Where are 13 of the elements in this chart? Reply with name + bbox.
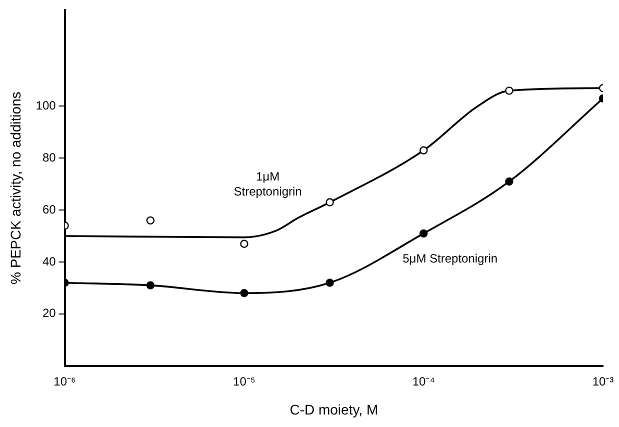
y-axis-title: % PEPCK activity, no additions: [7, 92, 24, 284]
y-tick-label: 20: [42, 306, 56, 320]
series-label: 5μM Streptonigrin: [402, 251, 498, 266]
y-tick-label: 60: [42, 202, 56, 216]
x-tick-label: 10⁻⁵: [233, 374, 256, 388]
x-tick-label: 10⁻⁶: [54, 374, 76, 388]
text: 1μM Streptonigrin: [234, 169, 302, 198]
x-axis-title: C-D moiety, M: [290, 401, 378, 418]
x-tick-label: 10⁻³: [592, 374, 614, 388]
x-tick-label: 10⁻⁴: [412, 374, 435, 388]
y-tick-label: 40: [42, 254, 56, 268]
y-tick-label: 80: [42, 150, 56, 164]
y-tick-label: 100: [36, 98, 56, 113]
